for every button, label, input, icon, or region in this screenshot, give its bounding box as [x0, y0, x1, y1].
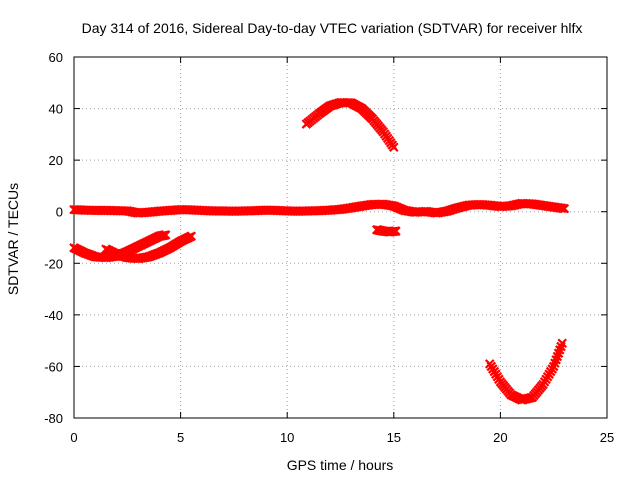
series-main-near-zero — [69, 198, 570, 218]
series-arc-pos-high — [301, 97, 399, 153]
series-short-neg — [371, 224, 401, 237]
chart-title: Day 314 of 2016, Sidereal Day-to-day VTE… — [82, 20, 583, 36]
x-tick-label: 20 — [493, 430, 507, 445]
y-tick-label: -20 — [44, 256, 63, 271]
x-tick-label: 10 — [280, 430, 294, 445]
data-point — [559, 203, 570, 214]
plot-border — [73, 56, 608, 419]
x-tick-label: 5 — [177, 430, 184, 445]
x-tick-label: 0 — [70, 430, 77, 445]
y-tick-label: 60 — [49, 50, 63, 65]
y-tick-label: 0 — [56, 205, 63, 220]
y-tick-label: 20 — [49, 153, 63, 168]
y-tick-label: -80 — [44, 411, 63, 426]
plot-frame — [73, 56, 608, 419]
y-tick-label: -60 — [44, 359, 63, 374]
series-arc-neg-a — [69, 230, 171, 263]
x-tick-label: 15 — [387, 430, 401, 445]
data-point — [160, 230, 171, 240]
data-point — [186, 231, 197, 241]
data-point — [389, 142, 399, 153]
data-point — [391, 226, 401, 236]
y-axis-label: SDTVAR / TECUs — [5, 183, 21, 295]
y-tick-label: 40 — [49, 102, 63, 117]
y-tick-label: -40 — [44, 308, 63, 323]
data-series — [69, 97, 570, 405]
series-arc-neg-b — [101, 231, 197, 264]
x-tick-label: 25 — [600, 430, 614, 445]
data-point — [557, 338, 568, 348]
axis-ticks: 0 5 10 15 20 25 -80 -60 -40 -20 0 20 40 60 — [44, 50, 614, 445]
x-axis-label: GPS time / hours — [287, 457, 394, 473]
series-arc-neg-deep — [484, 338, 568, 405]
